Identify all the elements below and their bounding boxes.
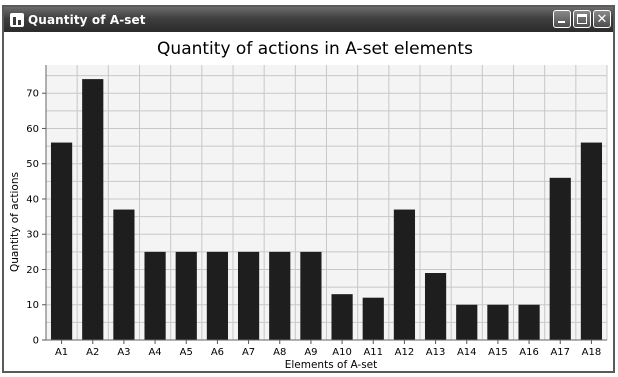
y-axis-label: Quantity of actions (9, 172, 21, 272)
x-tick-label: A11 (363, 347, 383, 358)
close-button[interactable]: ✕ (593, 10, 611, 28)
minimize-button[interactable] (553, 10, 571, 28)
x-tick-label: A10 (332, 347, 352, 358)
bar (424, 273, 447, 340)
x-tick-label: A17 (550, 347, 570, 358)
y-tick-label: 30 (26, 230, 39, 241)
y-tick-label: 40 (26, 194, 39, 205)
window-title: Quantity of A-set (28, 12, 146, 27)
bar (362, 297, 384, 340)
bar (82, 79, 104, 340)
x-tick-label: A12 (395, 347, 415, 358)
bar (300, 251, 322, 340)
x-tick-label: A9 (304, 347, 317, 358)
bar (144, 251, 166, 340)
bar (175, 251, 197, 340)
window-controls: ✕ (553, 10, 611, 28)
y-tick-label: 10 (26, 300, 39, 311)
y-tick-label: 50 (26, 159, 39, 170)
bar (456, 304, 478, 340)
x-tick-label: A6 (211, 347, 224, 358)
x-tick-label: A18 (582, 347, 602, 358)
maximize-button[interactable] (573, 10, 591, 28)
y-tick-label: 60 (26, 124, 39, 135)
y-tick-label: 0 (33, 336, 39, 347)
x-tick-label: A4 (148, 347, 161, 358)
x-tick-label: A5 (180, 347, 193, 358)
minimize-icon (558, 21, 565, 23)
x-tick-label: A16 (519, 347, 539, 358)
bar (237, 251, 260, 340)
bar (580, 142, 603, 340)
x-tick-label: A8 (273, 347, 286, 358)
maximize-icon (577, 14, 587, 24)
x-tick-label: A1 (55, 347, 68, 358)
x-axis-label: Elements of A-set (285, 359, 378, 371)
x-tick-label: A13 (426, 347, 446, 358)
bar (50, 142, 73, 340)
y-tick-label: 20 (26, 265, 39, 276)
chart-title: Quantity of actions in A-set elements (157, 39, 473, 59)
x-tick-label: A3 (117, 347, 130, 358)
bar (549, 177, 571, 340)
bar-chart-icon (10, 12, 24, 27)
x-tick-label: A14 (457, 347, 477, 358)
x-tick-label: A15 (488, 347, 508, 358)
x-tick-label: A2 (86, 347, 99, 358)
x-tick-label: A7 (242, 347, 255, 358)
close-icon: ✕ (596, 11, 608, 27)
bar (206, 251, 229, 340)
chart-window: Quantity of A-set ✕ Quantity of actions … (2, 5, 615, 373)
bar (269, 251, 291, 340)
bar-chart: Quantity of actions in A-set elements A1… (9, 39, 608, 371)
bar (331, 294, 353, 340)
bar (393, 209, 416, 340)
y-tick-label: 70 (26, 89, 39, 100)
chart-area: Quantity of actions in A-set elements A1… (4, 32, 613, 371)
bar (518, 304, 540, 340)
bar (487, 304, 509, 340)
bar (113, 209, 135, 340)
title-bar[interactable]: Quantity of A-set ✕ (4, 7, 613, 32)
